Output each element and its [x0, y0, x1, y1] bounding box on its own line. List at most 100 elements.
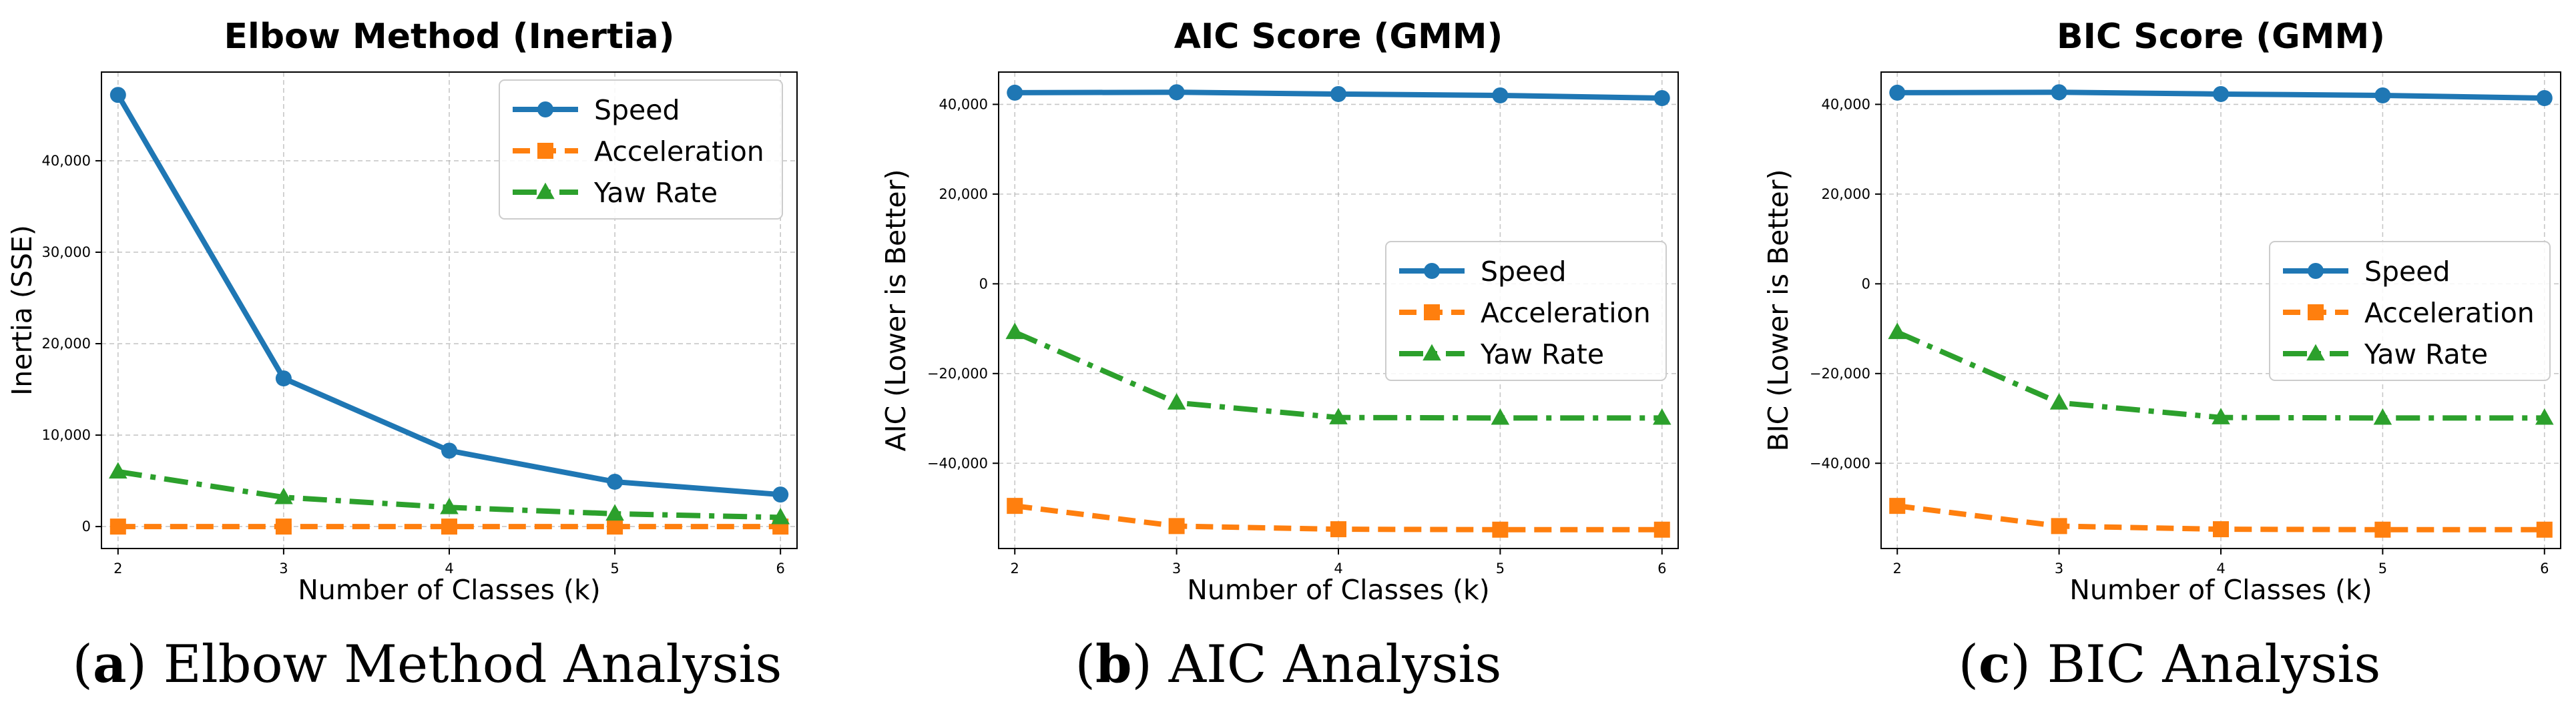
legend-label-acceleration: Acceleration	[594, 135, 764, 167]
data-point-acceleration	[1168, 518, 1185, 534]
legend-label-acceleration: Acceleration	[1481, 297, 1651, 329]
legend-marker-acceleration	[537, 143, 553, 159]
chart-title: BIC Score (GMM)	[2057, 17, 2385, 57]
data-point-acceleration	[441, 518, 457, 535]
x-tick-label: 3	[2055, 561, 2063, 577]
legend: Speed Acceleration Yaw Rate	[499, 79, 783, 220]
data-point-acceleration	[2213, 521, 2229, 538]
y-axis-label: Inertia (SSE)	[6, 225, 38, 396]
legend-marker-speed	[1424, 263, 1440, 279]
data-point-acceleration	[1653, 521, 1670, 538]
data-point-acceleration	[2051, 518, 2067, 534]
data-point-speed	[1653, 89, 1670, 106]
chart-panel-2: 2 3 4 5 6 −40,000 −20,000 0 20,000 40,000 AIC Scor…	[880, 17, 1679, 606]
legend-label-speed: Speed	[1481, 256, 1567, 288]
y-tick-label: 0	[979, 276, 988, 292]
x-tick-label: 2	[1893, 561, 1902, 577]
x-tick-label: 4	[2216, 561, 2225, 577]
y-tick-label: 0	[82, 518, 91, 534]
x-tick-label: 6	[1657, 561, 1666, 577]
data-point-speed	[2374, 87, 2391, 103]
data-point-yaw-rate	[109, 462, 127, 479]
x-tick-label: 2	[1011, 561, 1019, 577]
legend-box	[1385, 241, 1667, 381]
data-point-yaw-rate	[2373, 408, 2392, 425]
data-point-speed	[1889, 84, 1906, 101]
legend-marker-speed	[2308, 263, 2324, 279]
legend-marker-speed	[537, 101, 553, 117]
data-point-speed	[2051, 84, 2067, 101]
data-point-yaw-rate	[605, 504, 624, 521]
data-point-speed	[1330, 85, 1346, 102]
x-tick-label: 4	[445, 561, 453, 577]
data-point-speed	[2213, 85, 2229, 102]
legend-marker-yaw-rate	[2306, 344, 2325, 361]
legend-box	[499, 79, 783, 220]
legend-label-yaw-rate: Yaw Rate	[2364, 338, 2488, 370]
y-tick-label: 20,000	[42, 336, 91, 352]
x-tick-label: 4	[1334, 561, 1342, 577]
caption-b: (b) AIC Analysis	[1075, 634, 1502, 695]
data-point-speed	[441, 442, 457, 459]
data-point-yaw-rate	[2535, 408, 2554, 425]
y-tick-label: −20,000	[1810, 366, 1870, 382]
chart-title: AIC Score (GMM)	[1174, 17, 1503, 57]
data-point-speed	[1168, 84, 1185, 101]
chart-title: Elbow Method (Inertia)	[224, 17, 675, 57]
data-point-acceleration	[109, 518, 126, 535]
chart-panel-1: 2 3 4 5 6 0 10,000 20,000 30,000 40,000 Elbow Meth…	[6, 17, 798, 606]
legend-label-speed: Speed	[2364, 256, 2451, 288]
y-tick-label: 30,000	[42, 244, 91, 260]
y-tick-label: 10,000	[42, 427, 91, 443]
y-tick-label: 40,000	[42, 153, 91, 169]
data-point-yaw-rate	[1329, 408, 1348, 424]
data-point-speed	[2536, 89, 2553, 106]
x-tick-label: 5	[610, 561, 619, 577]
y-axis-label: BIC (Lower is Better)	[1762, 169, 1794, 451]
y-tick-label: 40,000	[939, 96, 988, 112]
data-point-speed	[772, 486, 789, 503]
data-point-acceleration	[1889, 498, 1906, 514]
data-point-acceleration	[275, 518, 292, 535]
data-point-yaw-rate	[1652, 408, 1671, 425]
data-point-acceleration	[2374, 521, 2391, 538]
y-tick-label: 20,000	[939, 186, 988, 202]
y-tick-label: −20,000	[927, 366, 988, 382]
data-point-yaw-rate	[2212, 408, 2230, 424]
x-axis-label: Number of Classes (k)	[1187, 574, 1490, 606]
x-tick-label: 6	[2540, 561, 2549, 577]
data-point-acceleration	[607, 518, 623, 535]
data-point-acceleration	[1330, 521, 1346, 538]
x-tick-label: 3	[279, 561, 288, 577]
y-tick-label: 40,000	[1822, 96, 1870, 112]
data-point-acceleration	[1492, 521, 1509, 538]
data-point-acceleration	[2536, 521, 2553, 538]
data-point-yaw-rate	[1005, 322, 1025, 340]
x-axis-label: Number of Classes (k)	[2069, 574, 2372, 606]
legend-marker-acceleration	[2308, 304, 2324, 320]
y-tick-label: 0	[1862, 276, 1870, 292]
data-point-speed	[607, 473, 623, 490]
y-tick-label: −40,000	[927, 455, 988, 471]
data-point-yaw-rate	[1888, 322, 1907, 340]
legend: Speed Acceleration Yaw Rate	[1385, 241, 1667, 381]
x-tick-label: 5	[2378, 561, 2387, 577]
legend-marker-yaw-rate	[1423, 344, 1441, 361]
x-tick-label: 2	[113, 561, 122, 577]
data-point-yaw-rate	[1491, 408, 1510, 425]
x-axis-label: Number of Classes (k)	[298, 574, 601, 606]
caption-a: (a) Elbow Method Analysis	[72, 634, 782, 695]
data-point-speed	[1007, 84, 1023, 101]
data-point-speed	[275, 370, 292, 387]
y-axis-label: AIC (Lower is Better)	[880, 169, 912, 451]
x-tick-label: 3	[1172, 561, 1181, 577]
data-point-yaw-rate	[771, 508, 790, 524]
x-tick-label: 5	[1496, 561, 1505, 577]
x-tick-label: 6	[776, 561, 785, 577]
chart-panel-3: 2 3 4 5 6 −40,000 −20,000 0 20,000 40,000 BIC Scor…	[1762, 17, 2561, 606]
legend-marker-acceleration	[1424, 304, 1440, 320]
data-point-yaw-rate	[440, 497, 459, 514]
data-point-acceleration	[1007, 498, 1023, 514]
y-tick-label: 20,000	[1822, 186, 1870, 202]
